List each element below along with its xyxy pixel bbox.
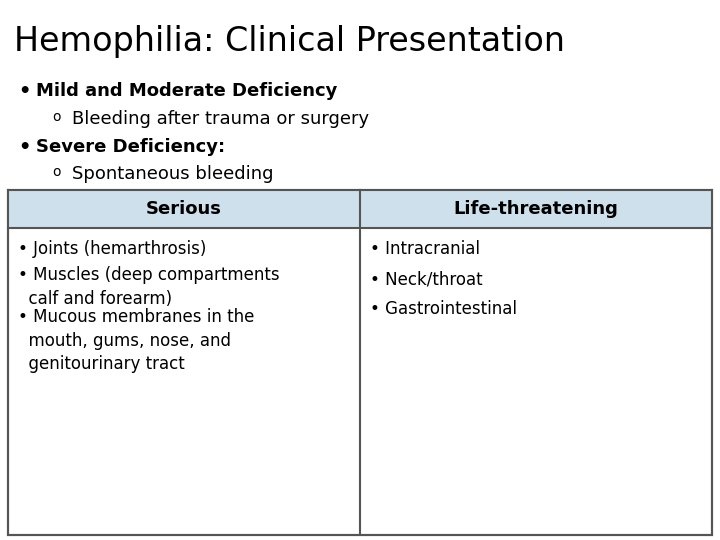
Bar xyxy=(8,190,360,228)
Text: •: • xyxy=(18,82,30,101)
Text: • Muscles (deep compartments
  calf and forearm): • Muscles (deep compartments calf and fo… xyxy=(18,266,279,308)
Bar xyxy=(0,0,720,60)
Text: • Joints (hemarthrosis): • Joints (hemarthrosis) xyxy=(18,240,207,258)
Text: • Gastrointestinal: • Gastrointestinal xyxy=(370,300,517,318)
Text: o: o xyxy=(52,110,60,124)
Text: Mild and Moderate Deficiency: Mild and Moderate Deficiency xyxy=(36,82,338,100)
Text: • Mucous membranes in the
  mouth, gums, nose, and
  genitourinary tract: • Mucous membranes in the mouth, gums, n… xyxy=(18,308,254,373)
Text: • Neck/throat: • Neck/throat xyxy=(370,270,482,288)
Bar xyxy=(8,190,712,535)
Text: Bleeding after trauma or surgery: Bleeding after trauma or surgery xyxy=(72,110,369,128)
Text: •: • xyxy=(18,138,30,157)
Text: Spontaneous bleeding: Spontaneous bleeding xyxy=(72,165,274,183)
Polygon shape xyxy=(0,0,720,70)
Polygon shape xyxy=(0,35,720,540)
Bar xyxy=(360,190,712,228)
Text: Severe Deficiency:: Severe Deficiency: xyxy=(36,138,225,156)
Text: Life-threatening: Life-threatening xyxy=(454,200,618,218)
Text: Serious: Serious xyxy=(146,200,222,218)
Text: • Intracranial: • Intracranial xyxy=(370,240,480,258)
Text: o: o xyxy=(52,165,60,179)
Text: Hemophilia: Clinical Presentation: Hemophilia: Clinical Presentation xyxy=(14,25,565,58)
